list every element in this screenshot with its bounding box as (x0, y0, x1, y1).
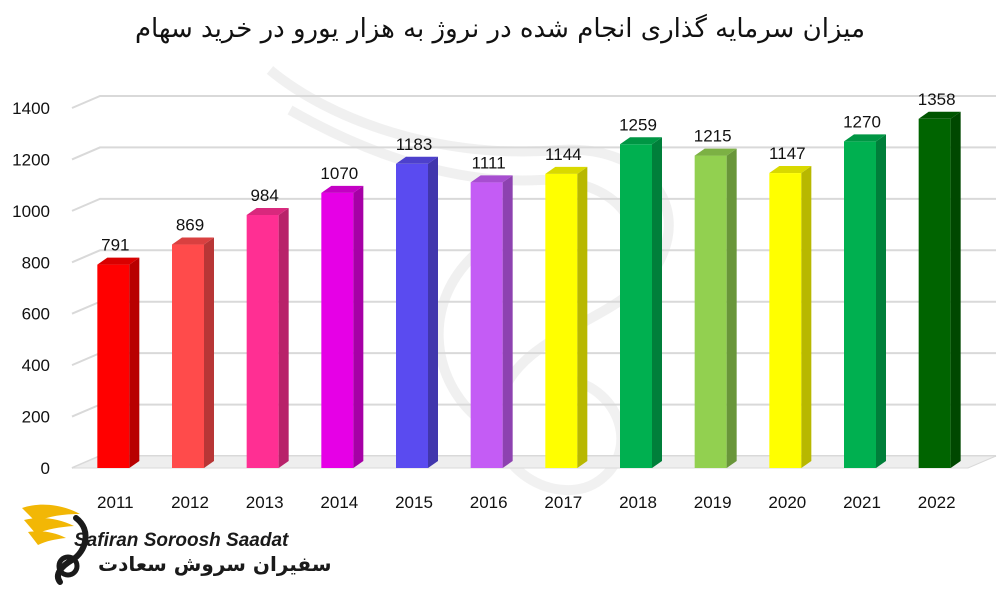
bar-top (694, 148, 737, 156)
bar-front (396, 163, 428, 469)
data-label: 1270 (843, 112, 881, 131)
data-label: 1183 (396, 135, 433, 154)
bar-front (97, 264, 130, 468)
bar (321, 185, 364, 468)
x-tick-label: 2016 (470, 493, 508, 512)
golden-bird-wing-icon (22, 504, 89, 585)
logo-text-persian: سفیران سروش سعادت (98, 552, 332, 576)
bar (470, 175, 513, 469)
bar-side (502, 175, 513, 469)
data-label: 984 (250, 186, 278, 205)
bar (545, 166, 588, 469)
bar-side (801, 166, 812, 469)
bar-front (918, 118, 951, 469)
bar-top (246, 207, 289, 215)
bar-side (278, 207, 289, 468)
gridline (71, 95, 996, 109)
bar-front (769, 173, 802, 469)
bar-front (470, 182, 503, 469)
y-tick-label: 600 (22, 305, 50, 324)
bar (246, 207, 289, 468)
x-tick-label: 2019 (694, 493, 732, 512)
bar (844, 134, 886, 468)
bar-side (204, 237, 214, 468)
y-tick-label: 400 (22, 356, 50, 375)
data-label: 791 (101, 236, 129, 255)
x-tick-label: 2014 (320, 493, 358, 512)
bar-side (353, 185, 364, 468)
data-label: 1144 (545, 145, 582, 164)
x-tick-label: 2012 (171, 493, 209, 512)
bar-front (694, 155, 727, 469)
bar-side (726, 148, 737, 469)
bar-side (129, 257, 140, 468)
data-label: 1215 (694, 127, 732, 146)
x-tick-label: 2020 (768, 493, 806, 512)
bar (769, 166, 812, 469)
data-label: 1358 (918, 90, 956, 109)
bar-front (246, 214, 279, 468)
bar-side (577, 166, 588, 469)
company-logo: Safiran Soroosh Saadat سفیران سروش سعادت (14, 500, 332, 590)
bar-front (172, 244, 204, 468)
bar (918, 111, 961, 469)
y-tick-label: 1200 (12, 150, 50, 169)
data-label: 869 (176, 216, 204, 235)
data-labels: 791 869 984 1070 1183 1111 1144 1259 1215 1147 127… (101, 90, 955, 255)
x-tick-label: 2018 (619, 493, 657, 512)
data-label: 1147 (769, 144, 806, 163)
y-tick-label: 200 (22, 408, 50, 427)
gridline (71, 146, 996, 161)
chart-title: میزان سرمایه گذاری انجام شده در نروژ به … (134, 14, 866, 44)
x-tick-label: 2015 (395, 493, 433, 512)
bar-top (545, 166, 588, 174)
x-tick-label: 2021 (843, 493, 881, 512)
bars (97, 111, 961, 469)
bar-top (844, 134, 886, 142)
data-label: 1111 (472, 153, 506, 172)
y-tick-label: 0 (41, 459, 50, 478)
bar-front (321, 192, 354, 468)
x-tick-label: 2022 (918, 493, 956, 512)
bar (97, 257, 140, 468)
bar-side (950, 111, 961, 469)
bar (172, 237, 214, 468)
y-tick-label: 1400 (12, 99, 50, 118)
x-tick-label: 2011 (97, 493, 134, 512)
x-tick-label: 2017 (544, 493, 582, 512)
y-tick-label: 1000 (12, 202, 50, 221)
bar-top (769, 166, 812, 174)
y-tick-label: 800 (22, 253, 50, 272)
floor (71, 455, 997, 469)
logo-text-english: Safiran Soroosh Saadat (74, 530, 289, 551)
bar (694, 148, 737, 469)
bar-front (545, 173, 578, 469)
bar-side (428, 156, 438, 469)
bar (396, 156, 438, 469)
bar-front (620, 144, 652, 468)
bar-front (844, 141, 876, 468)
bar-top (97, 257, 140, 265)
bar (620, 137, 662, 468)
bar-top (918, 111, 961, 119)
bar-top (172, 237, 214, 245)
bar-top (321, 185, 364, 193)
bar-side (652, 137, 662, 468)
bar-top (396, 156, 438, 164)
bar-top (470, 175, 513, 183)
data-label: 1259 (619, 115, 657, 134)
x-axis: 2011 2012 2013 2014 2015 2016 2017 2018 2019 2020… (97, 493, 956, 512)
bar-top (620, 137, 662, 145)
y-axis: 0 200 400 600 800 1000 1200 1400 (12, 99, 50, 478)
data-label: 1070 (320, 164, 358, 183)
bar-side (876, 134, 886, 468)
x-tick-label: 2013 (246, 493, 284, 512)
gridlines (71, 95, 997, 469)
